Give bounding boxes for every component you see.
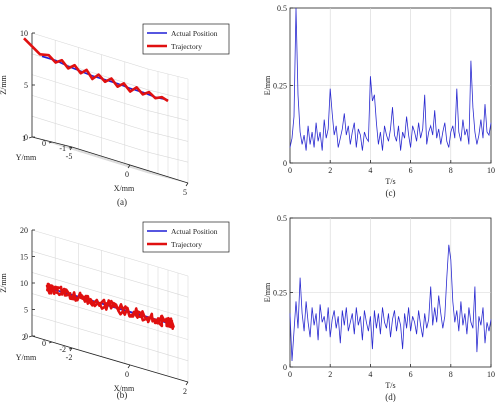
- y-axis-label: Y/mm: [16, 153, 37, 162]
- panel-label: (b): [117, 390, 128, 400]
- side-wall-gridline: [147, 151, 189, 163]
- back-wall-gridline: [31, 95, 149, 132]
- y-tick-label: 0: [42, 139, 46, 148]
- z-tick-label: 5: [24, 306, 28, 315]
- y-tick-label: 0.5: [277, 214, 287, 223]
- x-tick-label: 10: [487, 370, 495, 379]
- y-tick: [68, 146, 73, 149]
- x-tick-label: 5: [183, 188, 187, 197]
- x-tick: [185, 381, 189, 386]
- y-tick-label: 0: [283, 363, 287, 372]
- floor-gridline: [61, 144, 179, 181]
- panel-label: (d): [385, 392, 396, 402]
- y-tick: [68, 347, 73, 350]
- side-wall-gridline: [147, 284, 189, 298]
- back-wall-gridline: [31, 115, 149, 153]
- back-wall-gridline: [31, 314, 149, 350]
- y-tick-label: 0.25: [273, 82, 287, 91]
- x-tick-label: -2: [66, 353, 73, 362]
- box-edge: [147, 263, 189, 277]
- y-tick-label: 0.25: [273, 289, 287, 298]
- x-tick-label: 6: [409, 166, 413, 175]
- y-tick-label: -1: [59, 144, 66, 153]
- x-tick-label: 6: [409, 370, 413, 379]
- x-tick-label: 2: [328, 166, 332, 175]
- x-tick-label: 10: [487, 166, 495, 175]
- x-axis-label: T/s: [385, 177, 395, 186]
- back-wall-gridline: [31, 74, 149, 111]
- z-tick-label: 10: [20, 29, 28, 38]
- legend-box: [142, 221, 230, 253]
- x-tick-label: 8: [449, 166, 453, 175]
- x-tick-label: 0: [288, 166, 292, 175]
- error-series-line: [289, 7, 492, 151]
- z-tick-label: 5: [24, 81, 28, 90]
- z-axis-label: Z/mm: [0, 272, 8, 292]
- y-axis-label: E/mm: [263, 75, 272, 95]
- x-tick-label: 0: [125, 370, 129, 379]
- side-wall-gridline: [147, 110, 189, 121]
- y-tick-label: 0.5: [277, 4, 287, 13]
- y-tick: [28, 136, 33, 139]
- x-tick-label: -5: [66, 152, 73, 161]
- z-tick-label: 0: [24, 332, 28, 341]
- y-tick: [28, 335, 33, 338]
- panel-label: (c): [386, 188, 396, 198]
- z-axis-label: Z/mm: [0, 74, 8, 94]
- x-tick: [127, 364, 131, 369]
- trajectory-line: [23, 37, 169, 103]
- side-wall-gridline: [147, 327, 189, 340]
- x-tick: [127, 164, 131, 169]
- side-wall-gridline: [147, 131, 189, 142]
- error-series-line: [289, 244, 492, 362]
- back-wall-gridline: [31, 250, 149, 286]
- box-edge: [31, 136, 149, 174]
- x-axis-label: X/mm: [114, 384, 135, 393]
- box-edge: [31, 229, 149, 265]
- back-wall-gridline: [31, 272, 149, 307]
- x-tick-label: 0: [125, 170, 129, 179]
- legend-label: Trajectory: [171, 42, 202, 51]
- x-tick-label: 0: [288, 370, 292, 379]
- legend-label: Actual Position: [171, 227, 218, 236]
- x-tick-label: 2: [328, 370, 332, 379]
- x-axis-label: X/mm: [114, 184, 135, 193]
- x-tick-label: 8: [449, 370, 453, 379]
- z-tick-label: 10: [20, 279, 28, 288]
- y-axis-label: Y/mm: [16, 353, 37, 362]
- z-tick-label: 0: [24, 133, 28, 142]
- y-tick: [48, 141, 53, 144]
- legend-label: Actual Position: [171, 29, 218, 38]
- y-axis-label: E/mm: [263, 282, 272, 302]
- trajectory-line: [45, 282, 175, 331]
- legend-box: [142, 23, 230, 55]
- legend-label: Trajectory: [171, 240, 202, 249]
- y-tick-label: 2: [22, 333, 26, 342]
- panel-label: (a): [117, 197, 127, 207]
- side-wall-gridline: [147, 348, 189, 362]
- x-axis-label: T/s: [385, 381, 395, 390]
- x-tick: [185, 182, 189, 187]
- x-tick-label: 4: [368, 370, 372, 379]
- z-tick-label: 20: [20, 226, 28, 235]
- y-tick-label: 1: [22, 134, 26, 143]
- y-tick-label: 0: [283, 159, 287, 168]
- x-tick-label: 4: [368, 166, 372, 175]
- y-tick-label: -2: [59, 345, 66, 354]
- x-tick-label: 2: [183, 387, 187, 396]
- side-wall-gridline: [147, 306, 189, 319]
- back-wall-gridline: [31, 293, 149, 328]
- y-tick-label: 0: [42, 339, 46, 348]
- side-wall-gridline: [147, 89, 189, 101]
- box-edge: [31, 32, 149, 70]
- floor-gridline: [41, 139, 159, 176]
- y-tick: [48, 341, 53, 344]
- box-edge: [147, 68, 189, 80]
- z-tick-label: 15: [20, 253, 28, 262]
